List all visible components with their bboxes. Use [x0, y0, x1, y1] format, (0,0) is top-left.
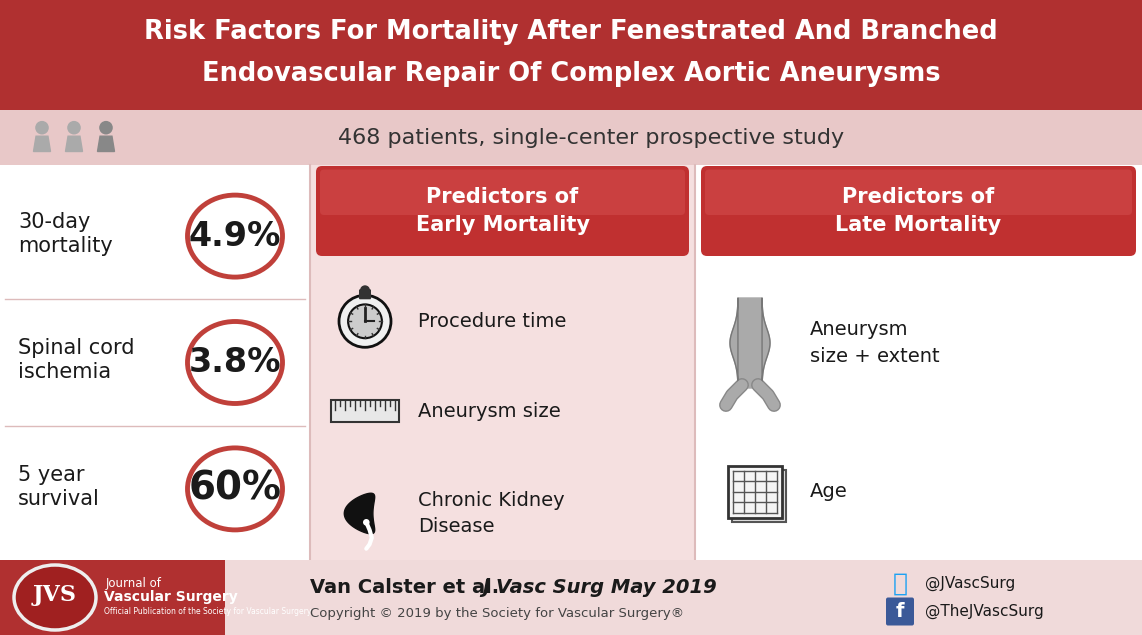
- FancyBboxPatch shape: [331, 400, 399, 422]
- FancyBboxPatch shape: [0, 560, 1142, 635]
- FancyBboxPatch shape: [0, 560, 225, 635]
- Circle shape: [67, 121, 81, 135]
- Text: Risk Factors For Mortality After Fenestrated And Branched: Risk Factors For Mortality After Fenestr…: [144, 19, 998, 45]
- Text: survival: survival: [18, 489, 99, 509]
- Polygon shape: [344, 493, 375, 534]
- Text: f: f: [895, 602, 904, 621]
- FancyBboxPatch shape: [320, 170, 685, 215]
- Text: JVS: JVS: [33, 584, 77, 606]
- FancyBboxPatch shape: [732, 470, 786, 522]
- Text: Aneurysm size: Aneurysm size: [418, 402, 561, 421]
- FancyBboxPatch shape: [316, 166, 689, 256]
- Circle shape: [348, 304, 381, 338]
- Circle shape: [339, 295, 391, 347]
- Text: Endovascular Repair Of Complex Aortic Aneurysms: Endovascular Repair Of Complex Aortic An…: [202, 61, 940, 87]
- Text: Predictors of
Late Mortality: Predictors of Late Mortality: [836, 187, 1002, 235]
- Text: Spinal cord: Spinal cord: [18, 338, 135, 359]
- FancyBboxPatch shape: [705, 170, 1132, 215]
- FancyBboxPatch shape: [727, 466, 782, 518]
- Text: 60%: 60%: [188, 470, 281, 508]
- Ellipse shape: [14, 565, 96, 630]
- FancyBboxPatch shape: [701, 166, 1136, 256]
- Text: J Vasc Surg May 2019: J Vasc Surg May 2019: [482, 578, 717, 597]
- Text: @TheJVascSurg: @TheJVascSurg: [925, 604, 1044, 619]
- Text: 🐦: 🐦: [893, 572, 908, 596]
- Text: Official Publication of the Society for Vascular Surgery: Official Publication of the Society for …: [104, 607, 312, 616]
- Ellipse shape: [187, 195, 282, 277]
- Ellipse shape: [187, 321, 282, 403]
- Text: @JVascSurg: @JVascSurg: [925, 576, 1015, 591]
- FancyBboxPatch shape: [695, 165, 1142, 560]
- Text: 3.8%: 3.8%: [188, 346, 281, 379]
- Text: mortality: mortality: [18, 236, 113, 256]
- Text: Procedure time: Procedure time: [418, 312, 566, 331]
- Circle shape: [99, 121, 113, 135]
- Text: Van Calster et al.: Van Calster et al.: [309, 578, 506, 597]
- Text: ischemia: ischemia: [18, 363, 111, 382]
- Text: 468 patients, single-center prospective study: 468 patients, single-center prospective …: [338, 128, 844, 147]
- Text: 30-day: 30-day: [18, 212, 90, 232]
- Text: Journal of: Journal of: [106, 577, 162, 590]
- Text: Age: Age: [810, 483, 847, 501]
- Polygon shape: [33, 136, 50, 152]
- Text: Predictors of
Early Mortality: Predictors of Early Mortality: [416, 187, 589, 235]
- FancyBboxPatch shape: [886, 598, 914, 625]
- FancyBboxPatch shape: [0, 0, 1142, 110]
- Polygon shape: [730, 298, 770, 388]
- Text: Copyright © 2019 by the Society for Vascular Surgery®: Copyright © 2019 by the Society for Vasc…: [309, 607, 684, 620]
- Polygon shape: [65, 136, 82, 152]
- Text: 5 year: 5 year: [18, 465, 85, 485]
- Text: 4.9%: 4.9%: [188, 220, 281, 253]
- FancyBboxPatch shape: [0, 165, 309, 560]
- Ellipse shape: [187, 448, 282, 530]
- FancyBboxPatch shape: [309, 165, 695, 560]
- Text: Chronic Kidney
Disease: Chronic Kidney Disease: [418, 491, 564, 536]
- Circle shape: [35, 121, 49, 135]
- Text: Aneurysm
size + extent: Aneurysm size + extent: [810, 320, 940, 366]
- Circle shape: [360, 285, 370, 295]
- FancyBboxPatch shape: [0, 110, 1142, 165]
- Circle shape: [363, 519, 370, 526]
- FancyBboxPatch shape: [359, 290, 371, 299]
- Text: Vascular Surgery: Vascular Surgery: [104, 591, 238, 605]
- Polygon shape: [97, 136, 114, 152]
